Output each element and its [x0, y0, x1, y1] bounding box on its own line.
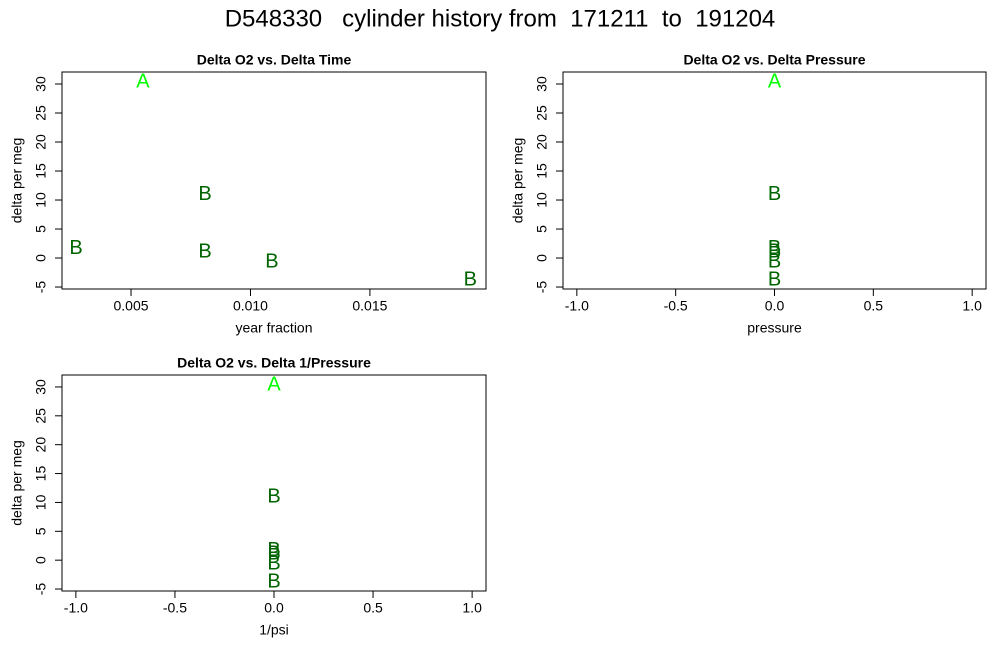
point: B — [768, 241, 781, 263]
point: B — [267, 539, 280, 561]
y-tick-label: 10 — [33, 494, 49, 510]
x-tick-label: -0.5 — [163, 600, 187, 616]
point: B — [267, 543, 280, 565]
x-tick-label: 0.015 — [352, 298, 387, 314]
x-tick-label: -1.0 — [565, 298, 589, 314]
x-tick-label: 0.010 — [233, 298, 268, 314]
x-tick-label: -1.0 — [64, 600, 88, 616]
y-tick-label: 25 — [33, 105, 49, 121]
x-axis-label: year fraction — [235, 320, 312, 336]
y-tick-label: 0 — [33, 556, 49, 564]
x-tick-label: 1.0 — [462, 600, 482, 616]
y-tick-label: 25 — [534, 105, 550, 121]
point: B — [768, 268, 781, 290]
y-tick-label: 30 — [534, 76, 550, 92]
y-tick-label: 15 — [33, 466, 49, 482]
y-tick-label: 0 — [534, 254, 550, 262]
y-tick-label: 0 — [33, 254, 49, 262]
y-tick-label: 5 — [33, 225, 49, 233]
y-tick-label: 30 — [33, 379, 49, 395]
x-tick-label: 0.5 — [363, 600, 383, 616]
y-tick-label: 5 — [33, 527, 49, 535]
point: A — [136, 71, 150, 93]
y-tick-label: 25 — [33, 408, 49, 424]
chart-title: D548330 cylinder history from 171211 to … — [225, 5, 776, 32]
x-axis-label: 1/psi — [259, 622, 289, 638]
point: B — [464, 268, 477, 290]
x-tick-label: 0.5 — [864, 298, 884, 314]
x-tick-label: 0.0 — [765, 298, 785, 314]
y-tick-label: 20 — [33, 134, 49, 150]
y-tick-label: 15 — [33, 163, 49, 179]
y-tick-label: 20 — [534, 134, 550, 150]
point: B — [768, 250, 781, 272]
point: A — [768, 71, 782, 93]
y-tick-label: -5 — [33, 583, 49, 596]
y-axis-label: delta per meg — [510, 138, 526, 224]
x-tick-label: -0.5 — [664, 298, 688, 314]
point: B — [267, 552, 280, 574]
point: B — [265, 250, 278, 272]
y-axis-label: delta per meg — [9, 440, 25, 526]
y-tick-label: 10 — [534, 192, 550, 208]
y-tick-label: 10 — [33, 192, 49, 208]
point: B — [768, 237, 781, 259]
y-tick-label: 5 — [534, 225, 550, 233]
x-tick-label: 1.0 — [962, 298, 982, 314]
panel-title: Delta O2 vs. Delta Time — [197, 52, 352, 68]
panel-title: Delta O2 vs. Delta Pressure — [683, 52, 865, 68]
x-tick-label: 0.0 — [264, 600, 284, 616]
y-tick-label: 15 — [534, 163, 550, 179]
y-axis-label: delta per meg — [9, 138, 25, 224]
point: B — [267, 570, 280, 592]
point: B — [198, 183, 211, 205]
x-tick-label: 0.005 — [114, 298, 149, 314]
panel-title: Delta O2 vs. Delta 1/Pressure — [177, 355, 371, 371]
point: B — [198, 241, 211, 263]
point: A — [267, 374, 281, 396]
y-tick-label: -5 — [534, 281, 550, 294]
point: B — [768, 183, 781, 205]
point: B — [267, 486, 280, 508]
y-tick-label: -5 — [33, 281, 49, 294]
y-tick-label: 20 — [33, 437, 49, 453]
point: B — [69, 237, 82, 259]
y-tick-label: 30 — [33, 76, 49, 92]
x-axis-label: pressure — [747, 320, 802, 336]
